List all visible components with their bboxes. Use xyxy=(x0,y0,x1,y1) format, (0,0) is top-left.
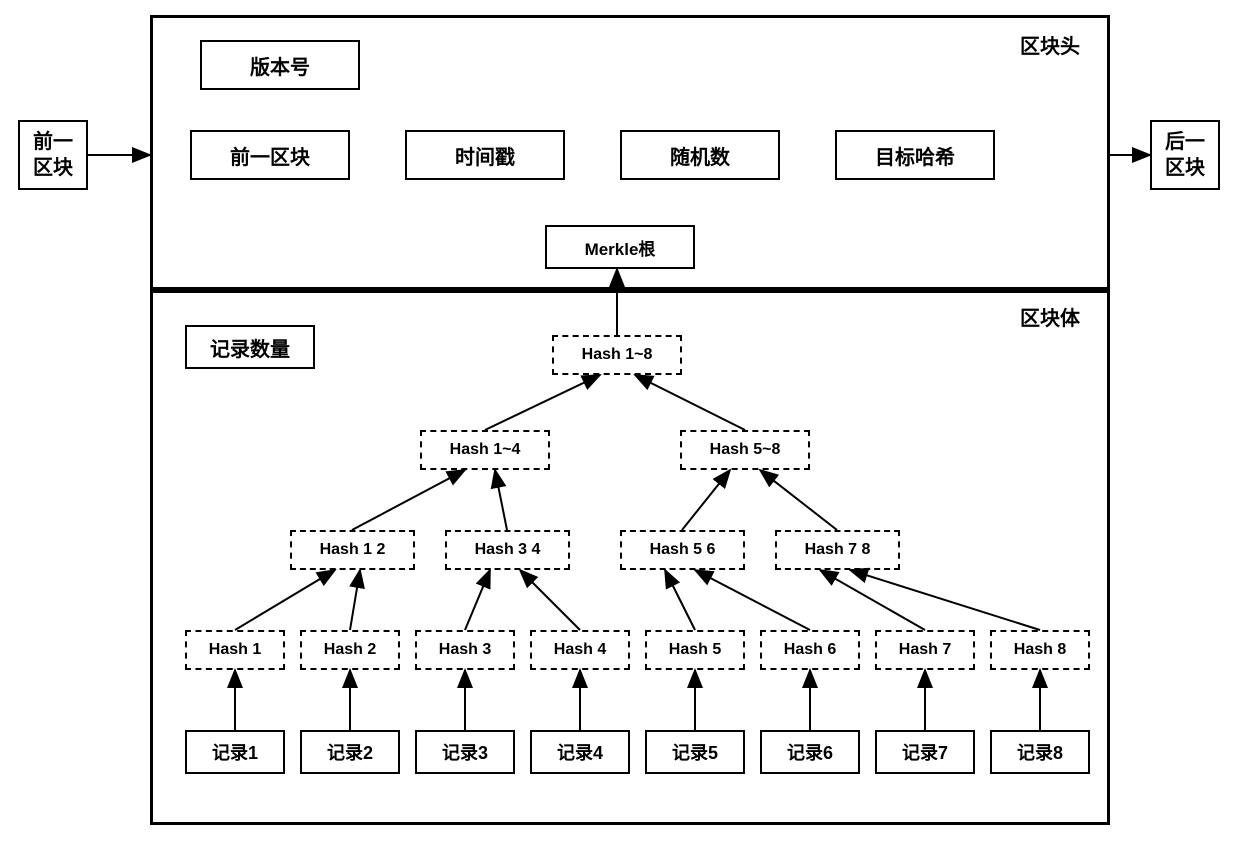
version-box: 版本号 xyxy=(200,40,360,90)
prev-block-outer: 前一 区块 xyxy=(18,120,88,190)
hash-3: Hash 3 xyxy=(415,630,515,670)
record-7: 记录7 xyxy=(875,730,975,774)
record-2: 记录2 xyxy=(300,730,400,774)
record-1: 记录1 xyxy=(185,730,285,774)
hash-5: Hash 5 xyxy=(645,630,745,670)
record-8: 记录8 xyxy=(990,730,1090,774)
hash-1-8: Hash 1~8 xyxy=(552,335,682,375)
hash-1-4: Hash 1~4 xyxy=(420,430,550,470)
record-6: 记录6 xyxy=(760,730,860,774)
hash-5-8: Hash 5~8 xyxy=(680,430,810,470)
target-hash-box: 目标哈希 xyxy=(835,130,995,180)
hash-6: Hash 6 xyxy=(760,630,860,670)
next-block-outer: 后一 区块 xyxy=(1150,120,1220,190)
hash-56: Hash 5 6 xyxy=(620,530,745,570)
hash-4: Hash 4 xyxy=(530,630,630,670)
hash-8: Hash 8 xyxy=(990,630,1090,670)
merkle-root-box: Merkle根 xyxy=(545,225,695,269)
body-section-label: 区块体 xyxy=(1020,302,1080,331)
header-section-label: 区块头 xyxy=(1020,30,1080,59)
record-5: 记录5 xyxy=(645,730,745,774)
hash-7: Hash 7 xyxy=(875,630,975,670)
prev-block-box: 前一区块 xyxy=(190,130,350,180)
record-4: 记录4 xyxy=(530,730,630,774)
hash-1: Hash 1 xyxy=(185,630,285,670)
hash-34: Hash 3 4 xyxy=(445,530,570,570)
hash-12: Hash 1 2 xyxy=(290,530,415,570)
hash-2: Hash 2 xyxy=(300,630,400,670)
hash-78: Hash 7 8 xyxy=(775,530,900,570)
record-3: 记录3 xyxy=(415,730,515,774)
record-count-box: 记录数量 xyxy=(185,325,315,369)
timestamp-box: 时间戳 xyxy=(405,130,565,180)
nonce-box: 随机数 xyxy=(620,130,780,180)
